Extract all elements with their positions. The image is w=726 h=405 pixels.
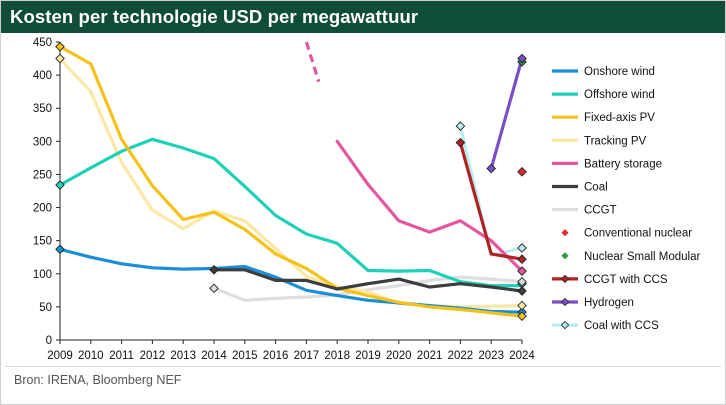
x-tick-label: 2017 — [294, 350, 320, 362]
title-bar: Kosten per technologie USD per megawattu… — [1, 1, 725, 33]
legend-label-battery-storage: Battery storage — [584, 158, 662, 170]
axes: 0 50 100 150 200 250 300 350 400 450 2009 2010 2011 2… — [33, 37, 536, 362]
legend-label-fixed-axis-pv: Fixed-axis PV — [584, 112, 655, 124]
x-tick-label: 2012 — [140, 350, 166, 362]
series-line-ccgt — [212, 275, 524, 302]
marker-end-ccgt-with-ccs — [517, 254, 527, 265]
x-tick-label: 2009 — [47, 350, 73, 362]
x-tick-label: 2013 — [170, 350, 196, 362]
x-tick-label: 2014 — [201, 350, 227, 362]
series-line-tracking-pv — [58, 57, 524, 309]
legend-marker-hydrogen — [560, 297, 570, 307]
x-tick-label: 2024 — [509, 350, 535, 362]
marker-end-coal — [209, 264, 219, 275]
series-line-ccgt-with-ccs — [458, 141, 524, 261]
legend-swatch-conventional-nuclear — [561, 229, 569, 237]
legend-swatch-nuclear-small-modular — [561, 252, 569, 260]
series-dashed-battery-storage — [304, 41, 321, 83]
x-tick-label: 2018 — [324, 350, 350, 362]
legend-label-nuclear-small-modular: Nuclear Small Modular — [584, 251, 700, 263]
series-line-coal-with-ccs — [458, 124, 524, 257]
legend-marker-coal-with-ccs — [560, 320, 570, 330]
y-tick-label: 150 — [33, 236, 52, 248]
x-tick-label: 2016 — [263, 350, 289, 362]
y-tick-label: 100 — [33, 269, 52, 281]
x-tick-label: 2022 — [448, 350, 474, 362]
x-tick-label: 2023 — [478, 350, 504, 362]
marker-start-fixed-axis-pv — [55, 41, 65, 52]
marker-point-conventional-nuclear — [517, 166, 527, 177]
x-tick-label: 2021 — [417, 350, 443, 362]
marker-start-hydrogen — [486, 163, 497, 174]
series-markers — [55, 41, 527, 321]
series-line-battery-storage — [335, 139, 524, 273]
y-tick-label: 450 — [33, 37, 52, 49]
legend-label-offshore-wind: Offshore wind — [584, 89, 655, 101]
y-tick-label: 50 — [39, 302, 52, 314]
x-tick-label: 2019 — [355, 350, 381, 362]
legend-label-hydrogen: Hydrogen — [584, 297, 634, 309]
y-tick-label: 350 — [33, 103, 52, 115]
legend-label-conventional-nuclear: Conventional nuclear — [584, 228, 692, 240]
legend-marker-ccgt-with-ccs — [560, 274, 570, 284]
source-note: Bron: IRENA, Bloomberg NEF — [14, 373, 182, 387]
y-tick-label: 300 — [33, 136, 52, 148]
x-tick-label: 2020 — [386, 350, 412, 362]
y-tick-label: 0 — [46, 335, 52, 347]
marker-start-offshore-wind — [55, 180, 65, 190]
x-tick-label: 2015 — [232, 350, 258, 362]
marker-start-ccgt-with-ccs — [455, 137, 466, 148]
marker-end-fixed-axis-pv — [517, 311, 527, 321]
source-divider — [5, 366, 721, 367]
chart-title: Kosten per technologie USD per megawattu… — [10, 6, 419, 27]
marker-end-hydrogen — [517, 53, 527, 64]
marker-start-tracking-pv — [55, 53, 65, 64]
marker-start-ccgt — [209, 283, 219, 294]
x-tick-label: 2011 — [109, 350, 134, 362]
legend: Onshore wind Offshore wind Fixed-axis PV Tr… — [552, 66, 700, 332]
marker-end-coal-with-ccs — [517, 243, 527, 253]
series-line-hydrogen — [489, 57, 524, 171]
marker-end-battery-storage — [517, 266, 527, 276]
y-tick-label: 200 — [33, 203, 52, 215]
series-line-offshore-wind — [58, 137, 524, 288]
marker-start-onshore-wind — [55, 244, 65, 255]
y-tick-label: 400 — [33, 70, 52, 82]
series-lines — [58, 41, 524, 318]
legend-label-coal-with-ccs: Coal with CCS — [584, 320, 659, 332]
series-line-fixed-axis-pv — [58, 45, 524, 318]
legend-label-onshore-wind: Onshore wind — [584, 66, 655, 78]
marker-end-ccgt — [517, 276, 527, 287]
x-tick-label: 2010 — [78, 350, 104, 362]
marker-end-tracking-pv — [517, 300, 527, 311]
legend-label-tracking-pv: Tracking PV — [584, 135, 647, 147]
legend-label-ccgt-with-ccs: CCGT with CCS — [584, 274, 668, 286]
y-tick-label: 250 — [33, 169, 52, 181]
marker-start-coal-with-ccs — [455, 121, 466, 131]
chart-canvas: 0 50 100 150 200 250 300 350 400 450 2009 2010 2011 2… — [33, 37, 701, 362]
series-line-coal — [212, 268, 524, 293]
legend-label-ccgt: CCGT — [584, 205, 617, 217]
marker-end-coal — [517, 286, 527, 296]
legend-label-coal: Coal — [584, 182, 608, 194]
